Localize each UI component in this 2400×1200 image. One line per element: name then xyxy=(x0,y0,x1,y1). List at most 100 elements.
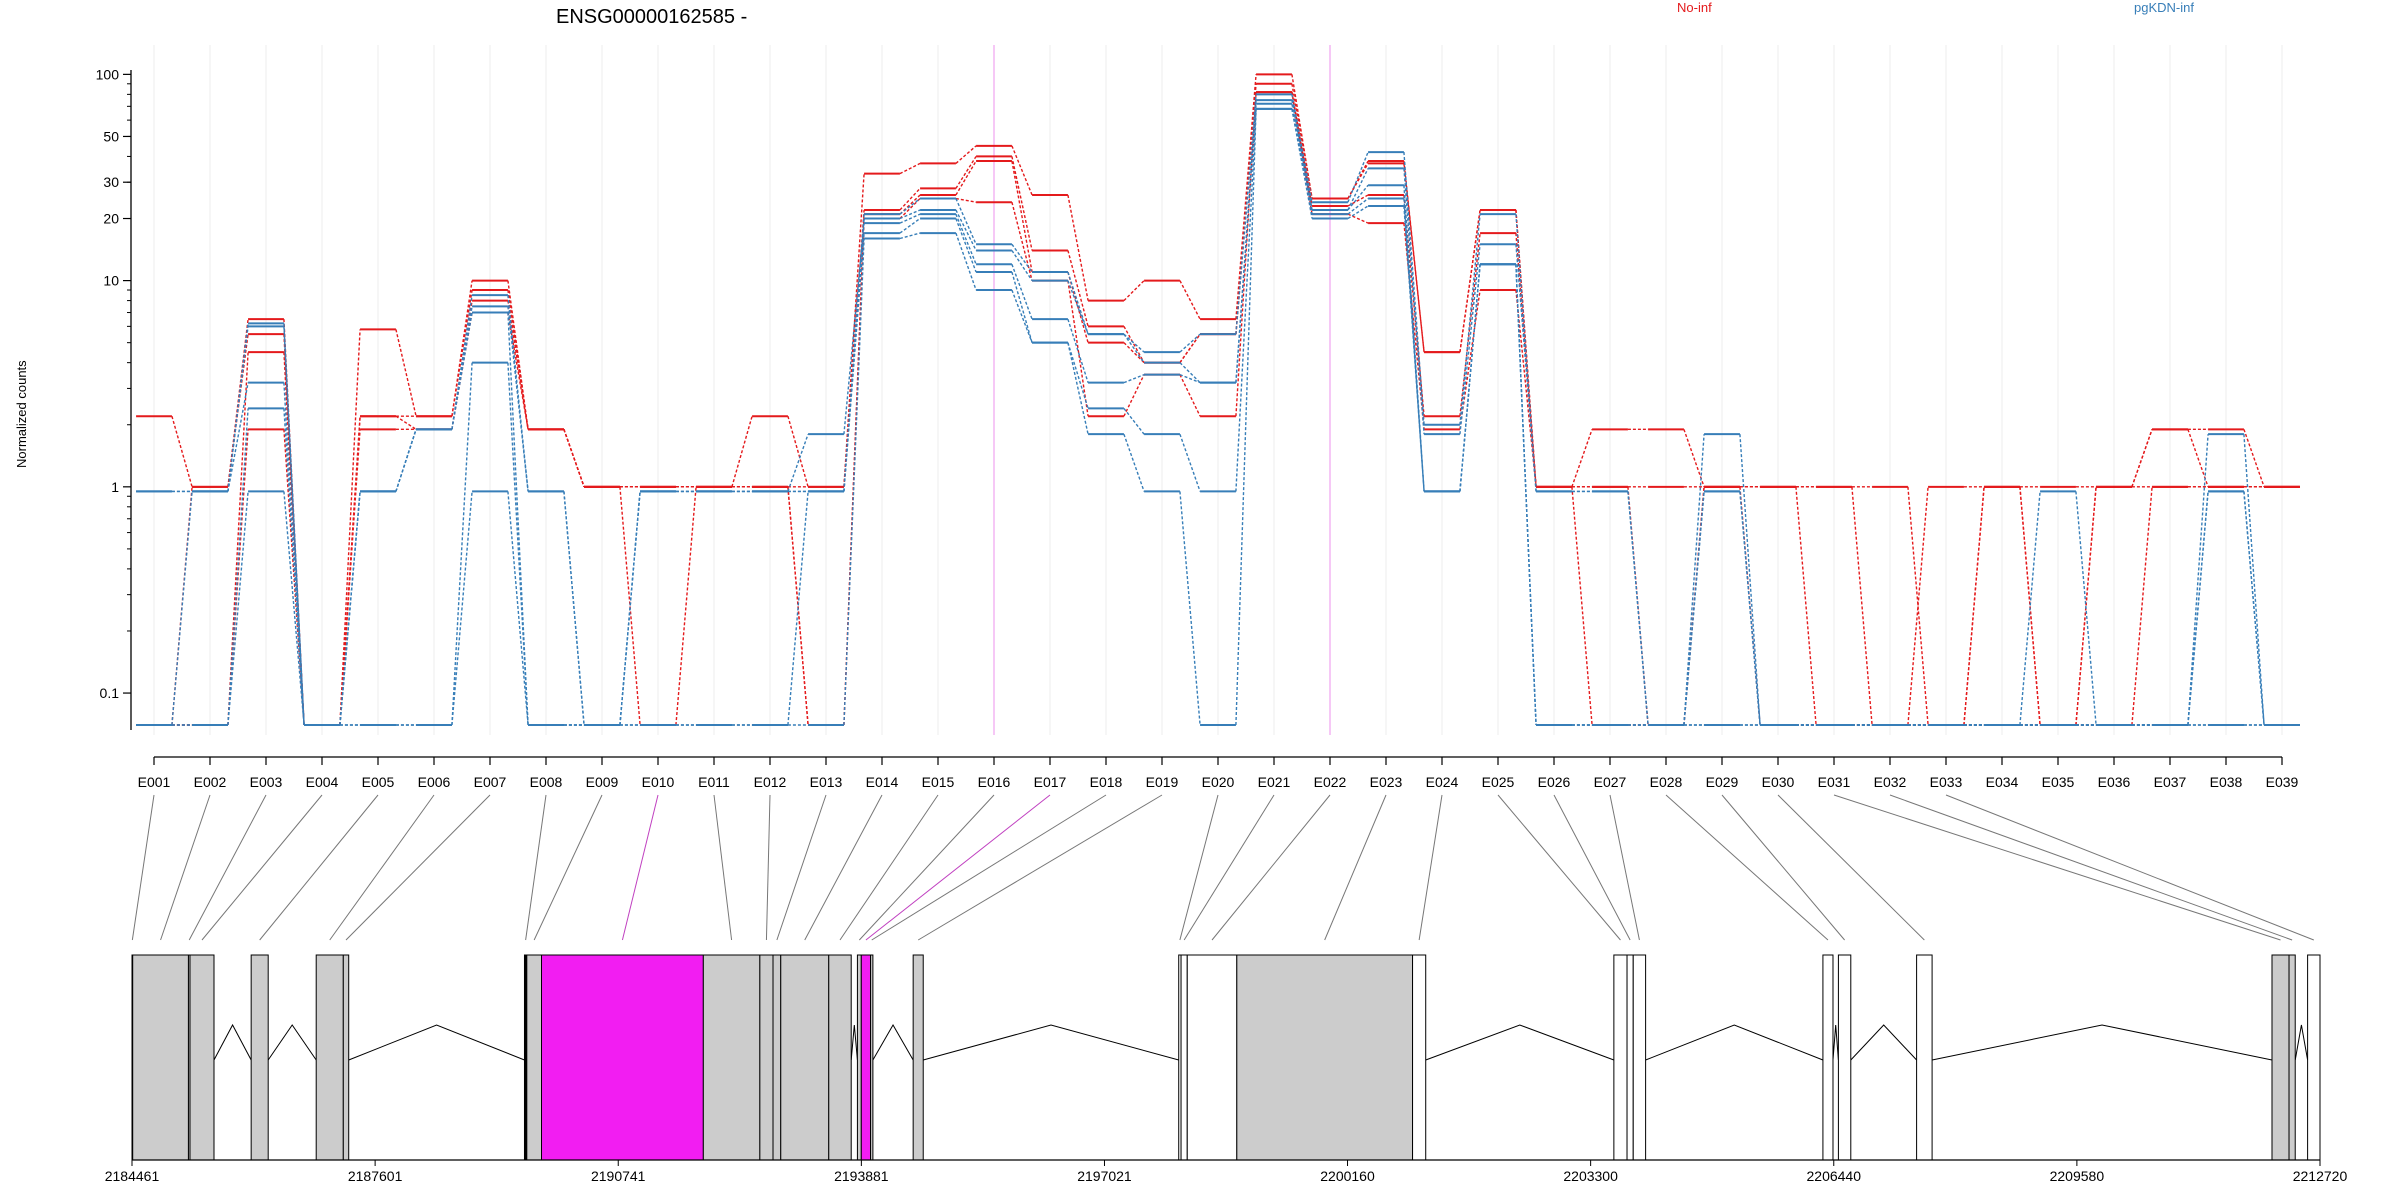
x-tick-label-e017: E017 xyxy=(1034,774,1067,790)
series-connector xyxy=(1291,83,1313,199)
exon-box-e016 xyxy=(856,954,862,1161)
series-pgkdn-inf-8 xyxy=(136,107,2300,726)
x-tick-label-e027: E027 xyxy=(1594,774,1627,790)
series-connector xyxy=(1123,433,1145,492)
exon-box-e033 xyxy=(2307,954,2321,1161)
series-connector xyxy=(899,213,921,224)
connector-e018 xyxy=(871,794,1107,941)
exon-box-e010 xyxy=(541,954,704,1161)
intron-line xyxy=(267,1024,317,1061)
series-connector xyxy=(339,329,361,726)
exon-box-e007 xyxy=(342,954,350,1161)
series-connector xyxy=(1235,108,1257,492)
connector-e031 xyxy=(1833,794,2281,941)
x-tick-label-e012: E012 xyxy=(754,774,787,790)
genome-tick-label: 2206440 xyxy=(1807,1168,1862,1184)
series-connector xyxy=(1347,197,1369,215)
series-connector xyxy=(171,416,193,488)
genome-tick-label: 2200160 xyxy=(1320,1168,1375,1184)
series-connector xyxy=(507,362,529,726)
connector-e020 xyxy=(1179,794,1219,941)
series-connector xyxy=(395,429,417,492)
connector-e010 xyxy=(621,794,659,941)
series-connector xyxy=(1123,333,1145,364)
y-tick-label: 0.1 xyxy=(100,685,120,701)
series-connector xyxy=(1291,103,1313,211)
exon-box-e027 xyxy=(1632,954,1647,1161)
x-tick-label-e021: E021 xyxy=(1258,774,1291,790)
series-connector xyxy=(1011,160,1033,273)
x-tick-label-e007: E007 xyxy=(474,774,507,790)
series-connector xyxy=(2243,434,2265,726)
series-connector xyxy=(899,162,921,175)
series-connector xyxy=(1459,209,1481,353)
series-connector xyxy=(955,232,977,291)
x-tick-label-e014: E014 xyxy=(866,774,899,790)
series-connector xyxy=(283,408,305,726)
genome-tick-label: 2197021 xyxy=(1077,1168,1132,1184)
connector-e003 xyxy=(188,794,267,941)
exon-box-e006 xyxy=(315,954,344,1161)
genome-tick-label: 2209580 xyxy=(2050,1168,2105,1184)
x-tick-label-e026: E026 xyxy=(1538,774,1571,790)
series-connector xyxy=(1403,205,1425,492)
series-connector xyxy=(955,209,977,251)
connector-e014 xyxy=(804,794,883,941)
series-connector xyxy=(1011,271,1033,343)
series-connector xyxy=(1459,214,1481,425)
x-tick-label-e013: E013 xyxy=(810,774,843,790)
exon-box-e014 xyxy=(780,954,830,1161)
series-connector xyxy=(955,145,977,164)
series-connector xyxy=(1123,333,1145,353)
series-connector xyxy=(1235,94,1257,335)
connector-e012 xyxy=(765,794,771,941)
y-axis: 0.1 1 10 20 30 50 100 xyxy=(96,66,132,730)
chart-title: ENSG00000162585 - xyxy=(556,6,747,28)
genomic-coordinate-axis: 2184461 2187601 2190741 2193881 2197021 22001… xyxy=(105,1159,2347,1184)
exon-box-e013 xyxy=(772,954,782,1161)
intron-line xyxy=(1425,1024,1615,1061)
series-connector xyxy=(451,362,473,726)
series-connector xyxy=(1459,264,1481,492)
x-tick-label-e011: E011 xyxy=(698,774,730,790)
exon-box-e029 xyxy=(1837,954,1852,1161)
series-connector xyxy=(227,326,249,492)
series-connector xyxy=(227,382,249,492)
exon-box-e030 xyxy=(1916,954,1933,1161)
gene-model-track xyxy=(131,954,2321,1161)
exon-box-e005 xyxy=(250,954,269,1161)
series-connector xyxy=(787,433,809,492)
series-connector xyxy=(1515,289,1537,487)
series-connector xyxy=(451,491,473,726)
series-connector xyxy=(955,197,977,203)
series-connector xyxy=(2243,429,2265,488)
exon-box-e018 xyxy=(870,954,874,1161)
x-tick-label-e016: E016 xyxy=(978,774,1011,790)
series-connector xyxy=(955,198,977,245)
series-connector xyxy=(1515,244,1537,492)
series-connector xyxy=(2243,491,2265,726)
series-connector xyxy=(507,491,529,726)
connector-e011 xyxy=(713,794,733,941)
exon-box-e022 xyxy=(1186,954,1238,1161)
x-tick-label-e031: E031 xyxy=(1818,774,1851,790)
series-connector xyxy=(1179,333,1201,353)
series-connector xyxy=(227,408,249,726)
series-connector xyxy=(619,491,641,726)
series-connector xyxy=(1291,94,1313,203)
y-tick-label: 10 xyxy=(103,273,119,289)
exon-box-e032 xyxy=(2288,954,2296,1161)
intron-line xyxy=(213,1023,252,1061)
x-tick-label-e002: E002 xyxy=(194,774,227,790)
intron-line xyxy=(1832,1024,1839,1061)
series-connector xyxy=(1459,289,1481,430)
x-tick-label-e028: E028 xyxy=(1650,774,1683,790)
series-connector xyxy=(955,213,977,265)
series-connector xyxy=(1851,486,1873,726)
exon-box-e024 xyxy=(1412,954,1427,1161)
series-connector xyxy=(1683,429,1705,488)
connector-e030 xyxy=(1777,794,1925,941)
exon-box-e011 xyxy=(702,954,761,1161)
series-connector xyxy=(451,289,473,417)
